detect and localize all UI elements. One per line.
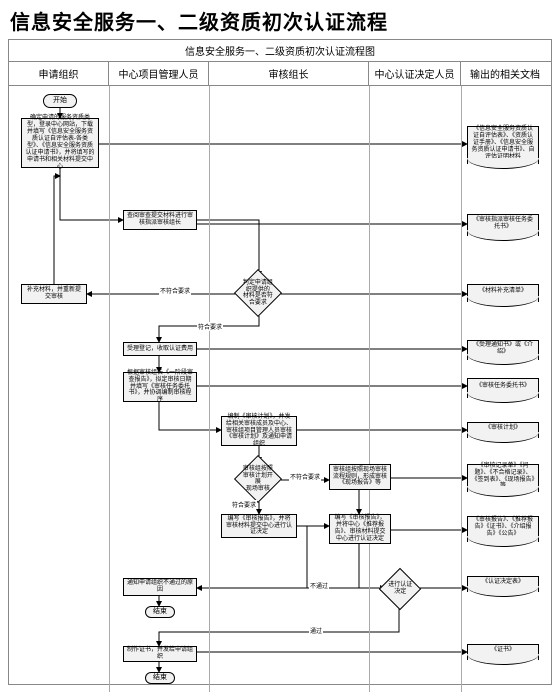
edge-label: 不通过 (309, 581, 329, 590)
decision-node: 判定申请组织提供的 材料是否符合要求 (234, 269, 282, 317)
flowchart-container: 信息安全服务一、二级资质初次认证流程图 申请组织中心项目管理人员审核组长中心认证… (8, 39, 552, 685)
process-node: 编写《审核报告》，并将中心《推荐报告》、审核材料提交中心进行认证决定 (329, 514, 391, 544)
process-node: 制作证书，并发给申请组织 (123, 646, 197, 662)
edge-label: 通过 (309, 626, 323, 635)
document-node: 《证书》 (467, 644, 539, 660)
document-node: 《信息安全服务资质认证自评估表》、《资质认证手册》、《信息安全服务资质认证申请书… (467, 126, 539, 164)
end-node: 结束 (145, 672, 175, 684)
document-node: 《审核计划》 (467, 422, 539, 438)
page-title: 信息安全服务一、二级资质初次认证流程 (0, 0, 560, 39)
lane-separator (209, 86, 210, 692)
process-node: 确定申请的服务资质类型，登录中心网站，下载并填写《信息安全服务资质认证自评估表-… (21, 118, 99, 168)
process-node: 根据审核组长《一阶段审查报告》，拟定审核日期并填写《审核任务委托书》，并协调编制… (123, 372, 197, 402)
lane-header: 申请组织 (9, 62, 109, 85)
process-node: 编写《审核报告》，并将审核材料提交中心进行认证决定 (221, 514, 297, 538)
document-node: 《审核指派审核任务委托书》 (467, 214, 539, 236)
process-node: 补充材料，并重新提交审核 (21, 284, 87, 304)
end-node: 结束 (145, 606, 175, 618)
edge-label: 符合要求 (197, 322, 223, 331)
lane-header: 审核组长 (209, 62, 369, 85)
process-node: 审核组按照现场审核流程规则，形成审核《现场报告》等 (329, 464, 391, 490)
edge-label: 不符合要求 (159, 286, 191, 295)
document-node: 《认证决定表》 (467, 576, 539, 592)
document-node: 《审核任务委托书》 (467, 378, 539, 398)
lane-separator (369, 86, 370, 692)
decision-node: 进行认证决定 (379, 568, 421, 610)
lane-separator (461, 86, 462, 692)
document-node: 《审核报告》、《推荐报告》《证书》、《介绍报告》《公告》 (467, 516, 539, 542)
start-node: 开始 (43, 94, 77, 108)
document-node: 《受理通知书》或《介绍》 (467, 340, 539, 360)
process-node: 查阅审查提交材料进行审核指派审核组长 (123, 210, 197, 230)
chart-title: 信息安全服务一、二级资质初次认证流程图 (9, 40, 551, 62)
process-node: 受理登记，收取认证费用 (123, 342, 197, 356)
process-node: 编制《审核计划》，并发给相关审核成员及中心、审核组项目管理人员审核《审核计划》及… (221, 416, 297, 446)
lanes-header: 申请组织中心项目管理人员审核组长中心认证决定人员输出的相关文档 (9, 62, 551, 86)
process-node: 通知申请组织不通过的原因 (123, 578, 197, 596)
decision-node: 审核组按照审核计划开展 现场审核 (234, 455, 282, 503)
lane-separator (109, 86, 110, 692)
edge-label: 不符合要求 (289, 472, 321, 481)
flowchart-body: 开始确定申请的服务资质类型，登录中心网站，下载并填写《信息安全服务资质认证自评估… (9, 86, 551, 692)
lane-header: 中心认证决定人员 (369, 62, 461, 85)
lane-header: 中心项目管理人员 (109, 62, 209, 85)
lane-header: 输出的相关文档 (461, 62, 549, 85)
edge-label: 符合要求 (231, 500, 257, 509)
document-node: 《材料补充清单》 (467, 284, 539, 302)
document-node: 《审核记录单》《问题》、《不合格记录》、《签到表》、《现场报告》等 (467, 464, 539, 492)
